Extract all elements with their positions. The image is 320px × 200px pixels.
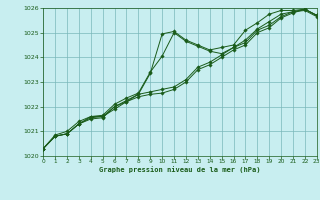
- X-axis label: Graphe pression niveau de la mer (hPa): Graphe pression niveau de la mer (hPa): [99, 167, 261, 173]
